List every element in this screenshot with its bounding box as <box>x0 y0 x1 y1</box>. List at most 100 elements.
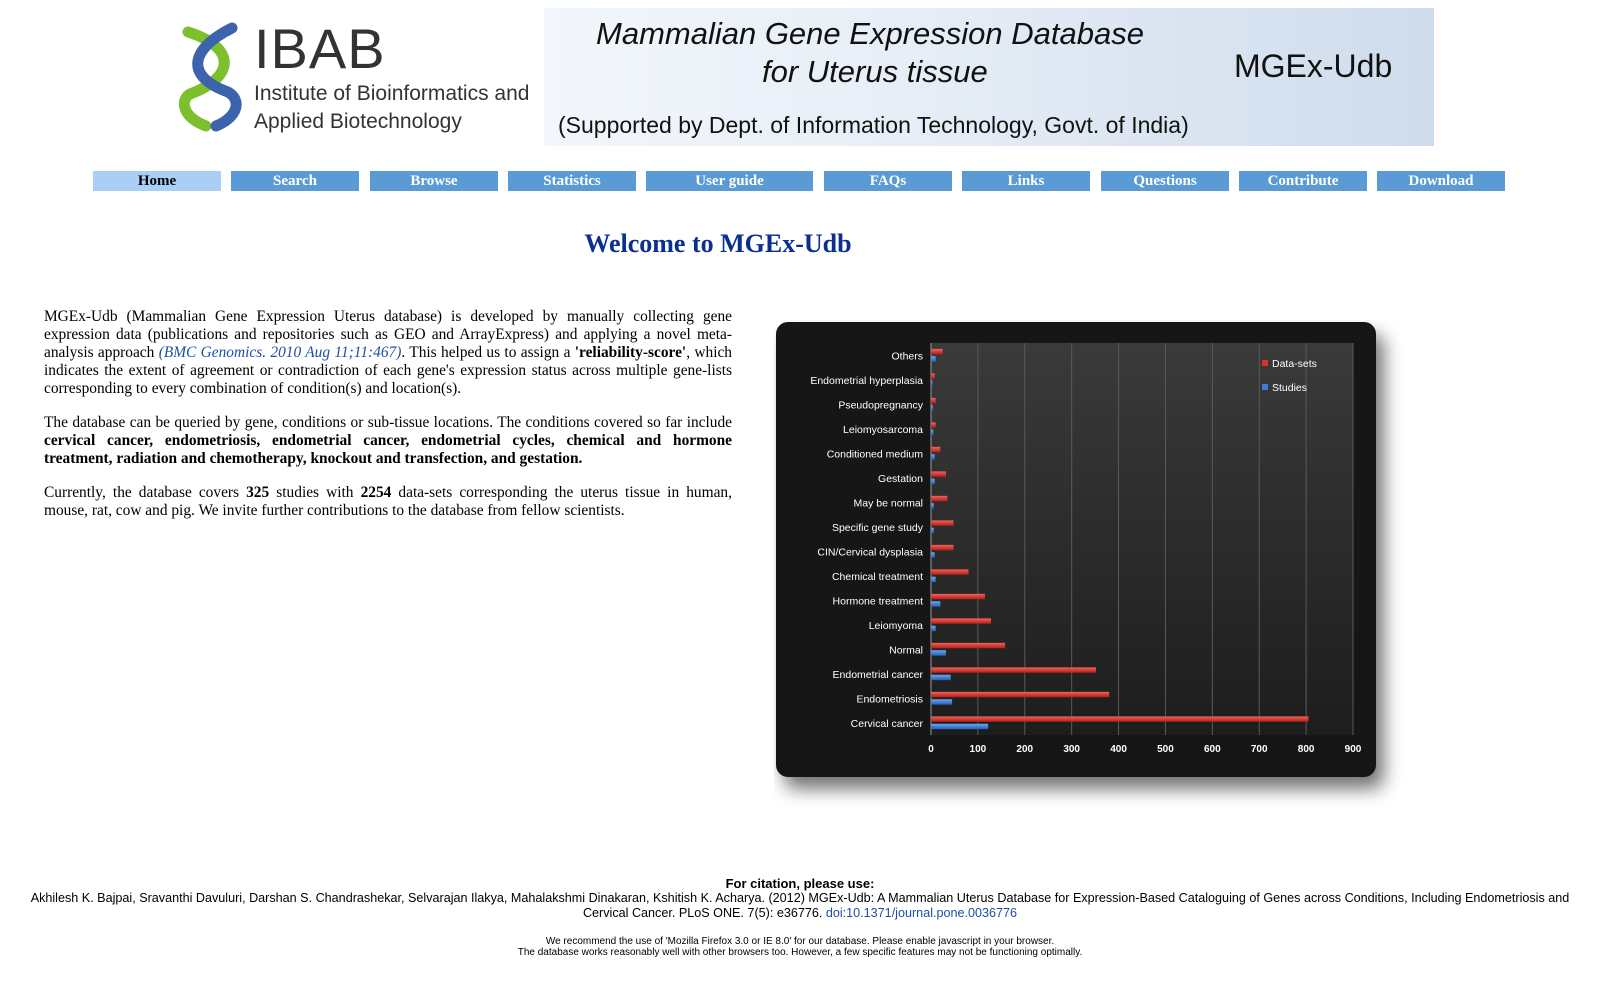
citation-text: Akhilesh K. Bajpai, Sravanthi Davuluri, … <box>0 891 1600 921</box>
bar-datasets <box>931 422 936 428</box>
bar-datasets <box>931 373 935 379</box>
category-label: Hormone treatment <box>833 595 924 607</box>
x-tick-label: 400 <box>1110 744 1127 755</box>
citation-doi-link[interactable]: doi:10.1371/journal.pone.0036776 <box>825 906 1018 920</box>
bar-studies <box>931 527 934 534</box>
category-label: Specific gene study <box>832 522 924 534</box>
plot-area <box>931 343 1353 735</box>
browser-note-2: The database works reasonably well with … <box>517 947 1083 958</box>
nav-browse[interactable]: Browse <box>370 171 498 191</box>
bar-datasets <box>931 691 1110 698</box>
x-tick-label: 0 <box>928 744 934 755</box>
p2-text-start: The database can be queried by gene, con… <box>44 414 732 431</box>
p3-text-end: data-sets corresponding the uterus tissu… <box>44 484 732 519</box>
bar-studies <box>931 503 934 509</box>
site-banner: Mammalian Gene Expression Database for U… <box>544 8 1434 146</box>
nav-download[interactable]: Download <box>1377 171 1505 191</box>
bar-studies <box>931 552 935 558</box>
x-tick-label: 200 <box>1016 744 1033 755</box>
x-tick-label: 300 <box>1063 744 1080 755</box>
ibab-logo[interactable]: IBAB Institute of Bioinformatics and App… <box>168 8 544 146</box>
nav-questions[interactable]: Questions <box>1101 171 1229 191</box>
intro-paragraph-2: The database can be queried by gene, con… <box>44 414 732 468</box>
bar-studies <box>931 380 933 387</box>
category-label: Endometriosis <box>856 693 923 705</box>
bar-datasets <box>931 544 954 551</box>
page-title: Welcome to MGEx-Udb <box>584 229 852 258</box>
p1-text-mid: . This helped us to assign a <box>401 344 575 361</box>
category-label: Others <box>891 350 923 362</box>
citation-heading: For citation, please use: <box>725 876 875 891</box>
nav-links[interactable]: Links <box>962 171 1090 191</box>
datasets-count: 2254 <box>360 484 392 501</box>
statistics-chart-svg: 0 100 200 300 400 500 600 700 800 900 Others Endome… <box>776 322 1376 777</box>
category-label: Chemical treatment <box>832 571 923 583</box>
bar-studies <box>931 699 953 705</box>
banner-title-line1: Mammalian Gene Expression Database <box>596 16 1144 51</box>
banner-abbreviation: MGEx-Udb <box>1234 48 1393 84</box>
nav-statistics[interactable]: Statistics <box>508 171 636 191</box>
dna-helix-icon <box>178 22 242 132</box>
legend-label: Studies <box>1272 382 1307 394</box>
intro-text: MGEx-Udb (Mammalian Gene Expression Uter… <box>44 308 732 536</box>
category-label: Pseudopregnancy <box>838 399 923 411</box>
bar-datasets <box>931 397 936 404</box>
bar-datasets <box>931 642 1006 649</box>
category-label: May be normal <box>854 497 923 509</box>
category-label: Leiomyosarcoma <box>843 424 923 436</box>
bar-studies <box>931 454 935 460</box>
category-label: Gestation <box>878 473 923 485</box>
reliability-score-term: 'reliability-score' <box>574 344 687 361</box>
nav-home[interactable]: Home <box>93 171 221 191</box>
banner-support-line: (Supported by Dept. of Information Techn… <box>558 112 1189 138</box>
bar-datasets <box>931 446 941 453</box>
category-label: Endometrial cancer <box>833 669 924 681</box>
bar-datasets <box>931 716 1309 722</box>
bar-datasets <box>931 618 992 624</box>
x-tick-label: 100 <box>970 744 987 755</box>
bar-studies <box>931 356 936 362</box>
bmc-genomics-link[interactable]: (BMC Genomics. 2010 Aug 11;11:467) <box>158 344 402 361</box>
bar-studies <box>931 601 941 607</box>
footer: For citation, please use: Akhilesh K. Ba… <box>0 876 1600 958</box>
category-label: CIN/Cervical dysplasia <box>817 546 923 558</box>
category-label: Leiomyoma <box>869 620 923 632</box>
legend-swatch <box>1262 384 1268 390</box>
x-tick-label: 700 <box>1251 744 1268 755</box>
p1-text-end: , which indicates the extent of agreemen… <box>44 344 732 397</box>
bar-datasets <box>931 667 1097 673</box>
conditions-list: cervical cancer, endometriosis, endometr… <box>44 432 732 467</box>
p1-text-start: MGEx-Udb (Mammalian Gene Expression Uter… <box>44 308 732 361</box>
bar-studies <box>931 674 951 681</box>
bar-studies <box>931 478 935 485</box>
site-header: IBAB Institute of Bioinformatics and App… <box>168 8 1434 146</box>
browser-note-1: We recommend the use of 'Mozilla Firefox… <box>545 936 1055 947</box>
x-tick-label: 600 <box>1204 744 1221 755</box>
browser-notes: We recommend the use of 'Mozilla Firefox… <box>0 936 1600 958</box>
intro-paragraph-1: MGEx-Udb (Mammalian Gene Expression Uter… <box>44 308 732 398</box>
bar-datasets <box>931 348 943 355</box>
intro-paragraph-3: Currently, the database covers 325 studi… <box>44 484 732 520</box>
category-label: Endometrial hyperplasia <box>810 375 923 387</box>
category-label: Normal <box>889 644 923 656</box>
bar-datasets <box>931 495 948 502</box>
x-tick-label: 900 <box>1345 744 1362 755</box>
x-tick-label: 800 <box>1298 744 1315 755</box>
nav-contribute[interactable]: Contribute <box>1239 171 1367 191</box>
category-label: Conditioned medium <box>827 448 924 460</box>
logo-name: IBAB <box>254 17 386 80</box>
bar-studies <box>931 625 936 632</box>
bar-studies <box>931 723 989 730</box>
nav-user-guide[interactable]: User guide <box>646 171 813 191</box>
logo-institute-line1: Institute of Bioinformatics and <box>254 82 530 105</box>
p3-text-start: Currently, the database covers <box>44 484 247 501</box>
bar-studies <box>931 405 933 411</box>
nav-search[interactable]: Search <box>231 171 359 191</box>
bar-studies <box>931 429 934 436</box>
legend-label: Data-sets <box>1272 358 1317 370</box>
studies-count: 325 <box>246 484 270 501</box>
nav-faqs[interactable]: FAQs <box>824 171 952 191</box>
bar-datasets <box>931 471 947 477</box>
logo-institute-line2: Applied Biotechnology <box>254 110 462 133</box>
legend-swatch <box>1262 360 1268 366</box>
